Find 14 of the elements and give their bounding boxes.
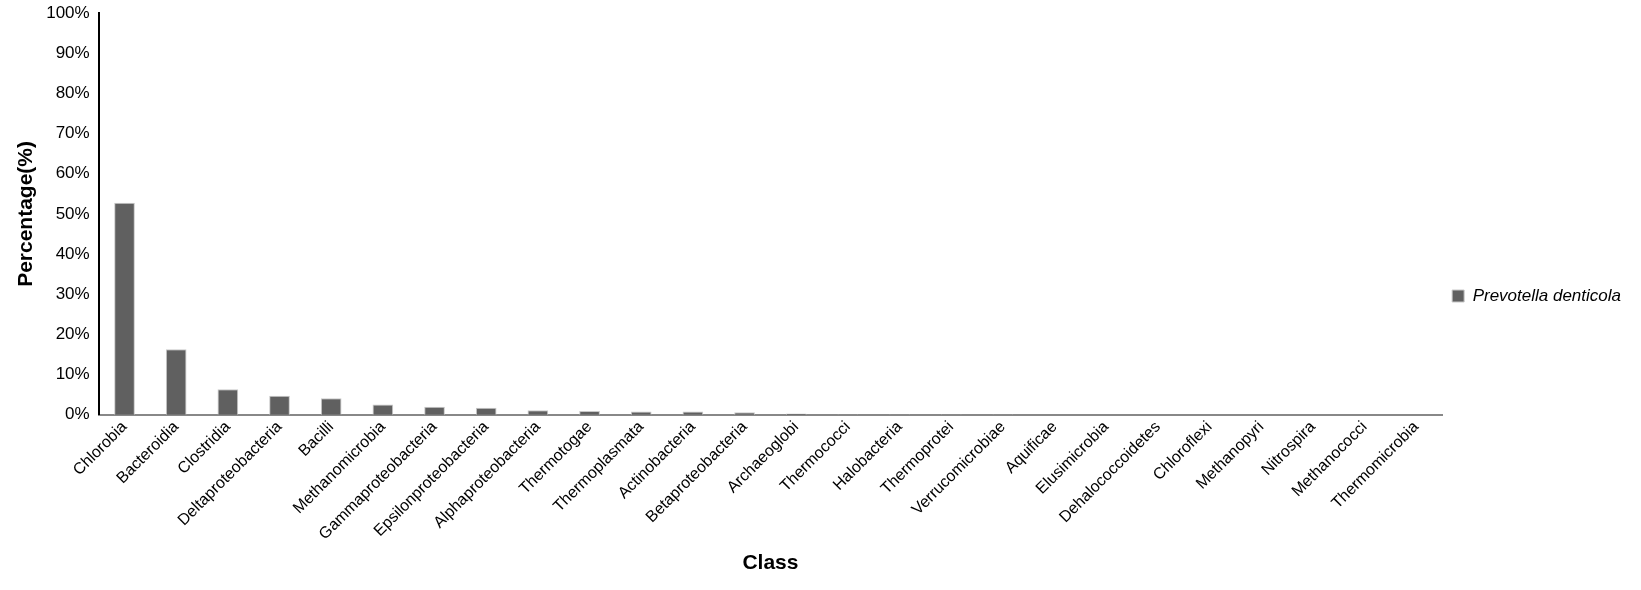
y-tick-label: 10% xyxy=(55,364,90,384)
y-tick-label: 0% xyxy=(65,404,90,424)
y-tick-label: 20% xyxy=(55,324,90,344)
y-tick-label: 90% xyxy=(55,43,90,63)
x-axis-title: Class xyxy=(742,550,799,574)
y-tick-label: 100% xyxy=(46,2,90,22)
y-tick-label: 40% xyxy=(55,243,90,263)
legend-label: Prevotella denticola xyxy=(1472,285,1622,305)
y-tick-label: 70% xyxy=(55,123,90,143)
y-tick-label: 50% xyxy=(55,203,90,223)
y-axis-title: Percentage(%) xyxy=(13,140,37,287)
y-tick-label: 60% xyxy=(55,163,90,183)
y-tick-label: 30% xyxy=(55,283,90,303)
y-tick-label: 80% xyxy=(55,83,90,103)
